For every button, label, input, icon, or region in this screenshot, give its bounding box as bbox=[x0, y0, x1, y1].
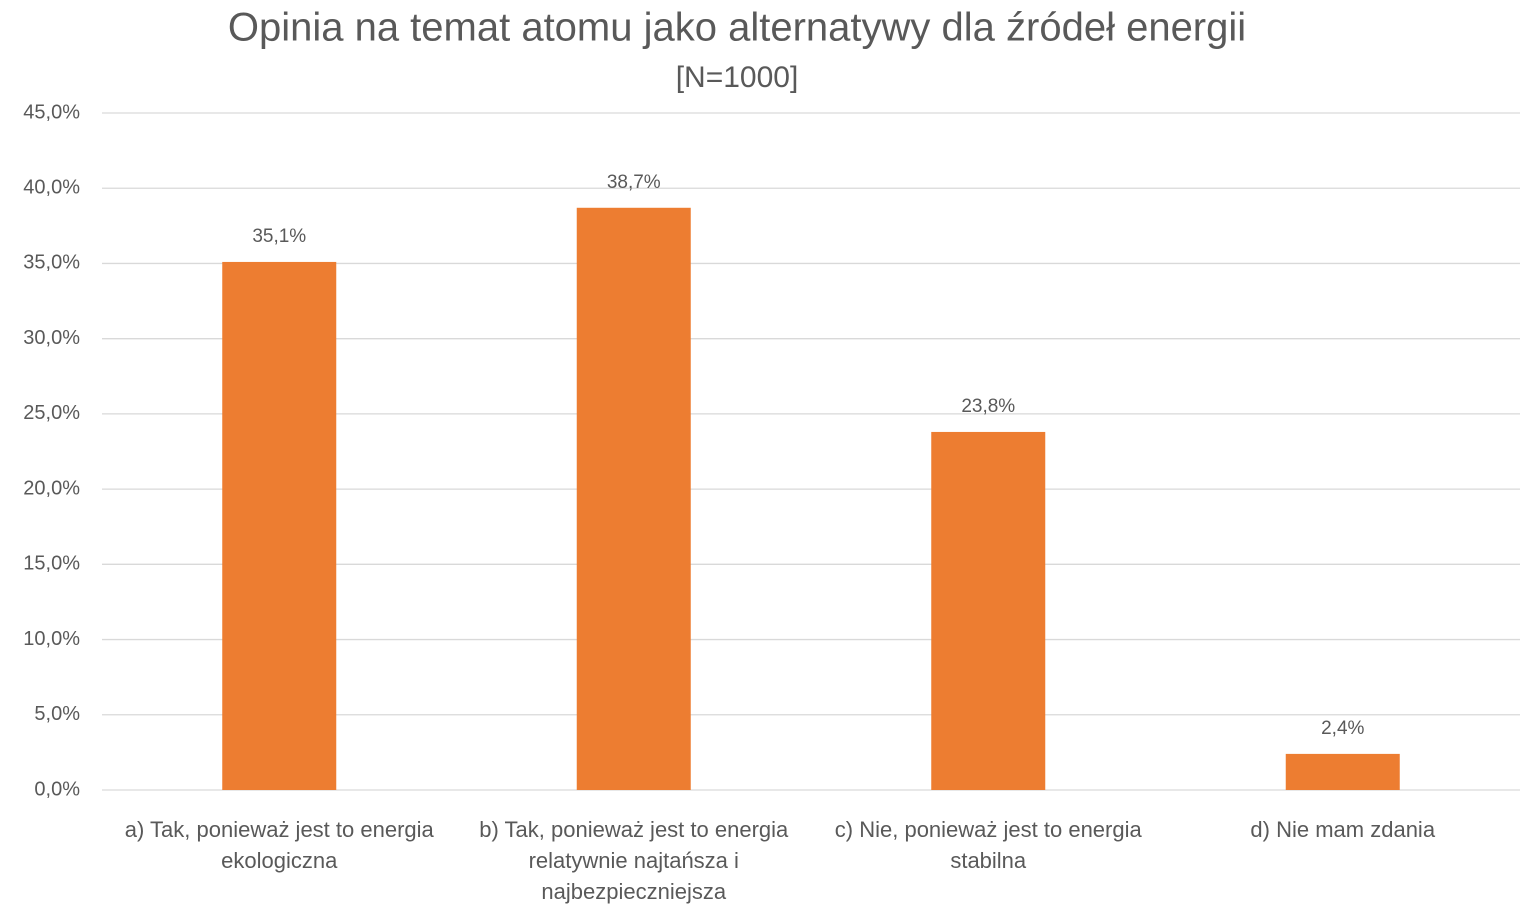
y-tick-label: 0,0% bbox=[34, 778, 80, 800]
data-label: 35,1% bbox=[252, 226, 306, 247]
y-tick-label: 30,0% bbox=[23, 327, 80, 349]
bar bbox=[222, 261, 337, 790]
data-label: 38,7% bbox=[607, 172, 661, 193]
x-tick-label: b) Tak, ponieważ jest to energia relatyw… bbox=[479, 817, 789, 904]
bar bbox=[1285, 753, 1400, 790]
data-label: 23,8% bbox=[961, 396, 1015, 417]
y-tick-label: 20,0% bbox=[23, 477, 80, 499]
chart-subtitle: [N=1000] bbox=[676, 61, 799, 94]
y-tick-label: 15,0% bbox=[23, 553, 80, 575]
x-tick-label: d) Nie mam zdania bbox=[1250, 817, 1436, 842]
bar bbox=[576, 207, 691, 790]
y-tick-label: 5,0% bbox=[34, 703, 80, 725]
y-tick-label: 25,0% bbox=[23, 402, 80, 424]
y-tick-label: 45,0% bbox=[23, 101, 80, 123]
bar bbox=[931, 431, 1046, 790]
x-tick-label: c) Nie, ponieważ jest to energia stabiln… bbox=[834, 817, 1142, 873]
chart-title: Opinia na temat atomu jako alternatywy d… bbox=[228, 6, 1246, 50]
y-tick-label: 40,0% bbox=[23, 177, 80, 199]
y-tick-label: 35,0% bbox=[23, 252, 80, 274]
data-label: 2,4% bbox=[1321, 718, 1364, 739]
y-tick-label: 10,0% bbox=[23, 628, 80, 650]
x-tick-label: a) Tak, ponieważ jest to energia ekologi… bbox=[124, 817, 434, 873]
